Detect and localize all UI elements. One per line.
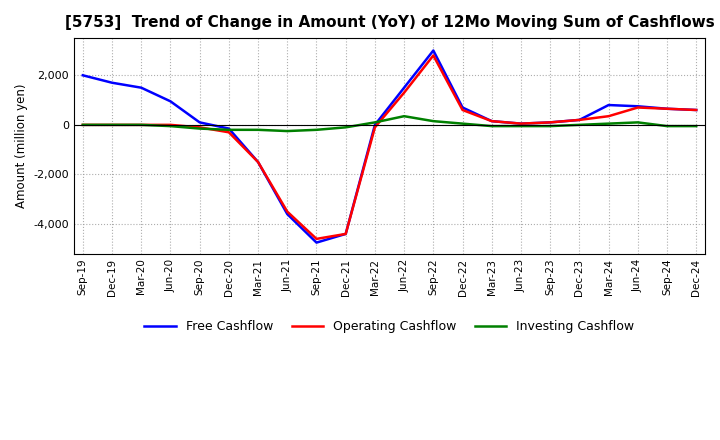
Investing Cashflow bbox=[692, 124, 701, 129]
Free Cashflow bbox=[166, 99, 175, 104]
Legend: Free Cashflow, Operating Cashflow, Investing Cashflow: Free Cashflow, Operating Cashflow, Inves… bbox=[140, 315, 639, 338]
Operating Cashflow bbox=[517, 121, 526, 126]
Operating Cashflow bbox=[166, 122, 175, 128]
Free Cashflow bbox=[371, 122, 379, 128]
Operating Cashflow bbox=[604, 114, 613, 119]
Investing Cashflow bbox=[371, 120, 379, 125]
Operating Cashflow bbox=[137, 122, 145, 128]
Free Cashflow bbox=[400, 85, 408, 90]
Investing Cashflow bbox=[283, 128, 292, 134]
Investing Cashflow bbox=[634, 120, 642, 125]
Investing Cashflow bbox=[312, 127, 321, 132]
Investing Cashflow bbox=[108, 122, 117, 128]
Free Cashflow bbox=[517, 121, 526, 126]
Investing Cashflow bbox=[458, 121, 467, 126]
Free Cashflow bbox=[253, 159, 262, 165]
Free Cashflow bbox=[429, 48, 438, 53]
Operating Cashflow bbox=[371, 125, 379, 130]
Free Cashflow bbox=[225, 126, 233, 131]
Operating Cashflow bbox=[225, 130, 233, 135]
Investing Cashflow bbox=[341, 125, 350, 130]
Investing Cashflow bbox=[517, 124, 526, 129]
Free Cashflow bbox=[487, 118, 496, 124]
Operating Cashflow bbox=[400, 90, 408, 95]
Operating Cashflow bbox=[312, 236, 321, 242]
Operating Cashflow bbox=[546, 120, 554, 125]
Investing Cashflow bbox=[662, 124, 671, 129]
Operating Cashflow bbox=[78, 122, 87, 128]
Free Cashflow bbox=[458, 105, 467, 110]
Y-axis label: Amount (million yen): Amount (million yen) bbox=[15, 84, 28, 208]
Investing Cashflow bbox=[400, 114, 408, 119]
Free Cashflow bbox=[137, 85, 145, 90]
Operating Cashflow bbox=[195, 125, 204, 130]
Operating Cashflow bbox=[634, 105, 642, 110]
Operating Cashflow bbox=[253, 159, 262, 165]
Operating Cashflow bbox=[692, 107, 701, 113]
Free Cashflow bbox=[546, 120, 554, 125]
Operating Cashflow bbox=[575, 117, 584, 123]
Free Cashflow bbox=[312, 240, 321, 245]
Free Cashflow bbox=[662, 106, 671, 111]
Investing Cashflow bbox=[575, 122, 584, 128]
Free Cashflow bbox=[634, 104, 642, 109]
Free Cashflow bbox=[692, 107, 701, 113]
Investing Cashflow bbox=[604, 121, 613, 126]
Operating Cashflow bbox=[108, 122, 117, 128]
Free Cashflow bbox=[604, 103, 613, 108]
Operating Cashflow bbox=[283, 209, 292, 214]
Free Cashflow bbox=[575, 117, 584, 123]
Operating Cashflow bbox=[662, 106, 671, 111]
Operating Cashflow bbox=[429, 53, 438, 58]
Investing Cashflow bbox=[78, 122, 87, 128]
Investing Cashflow bbox=[137, 122, 145, 128]
Operating Cashflow bbox=[458, 107, 467, 113]
Investing Cashflow bbox=[429, 118, 438, 124]
Free Cashflow bbox=[195, 120, 204, 125]
Line: Operating Cashflow: Operating Cashflow bbox=[83, 55, 696, 239]
Line: Investing Cashflow: Investing Cashflow bbox=[83, 116, 696, 131]
Free Cashflow bbox=[283, 212, 292, 217]
Investing Cashflow bbox=[546, 124, 554, 129]
Operating Cashflow bbox=[341, 231, 350, 237]
Operating Cashflow bbox=[487, 118, 496, 124]
Investing Cashflow bbox=[195, 126, 204, 131]
Investing Cashflow bbox=[166, 124, 175, 129]
Free Cashflow bbox=[108, 80, 117, 85]
Free Cashflow bbox=[341, 231, 350, 237]
Line: Free Cashflow: Free Cashflow bbox=[83, 51, 696, 242]
Investing Cashflow bbox=[253, 127, 262, 132]
Title: [5753]  Trend of Change in Amount (YoY) of 12Mo Moving Sum of Cashflows: [5753] Trend of Change in Amount (YoY) o… bbox=[65, 15, 714, 30]
Free Cashflow bbox=[78, 73, 87, 78]
Investing Cashflow bbox=[487, 124, 496, 129]
Investing Cashflow bbox=[225, 127, 233, 132]
